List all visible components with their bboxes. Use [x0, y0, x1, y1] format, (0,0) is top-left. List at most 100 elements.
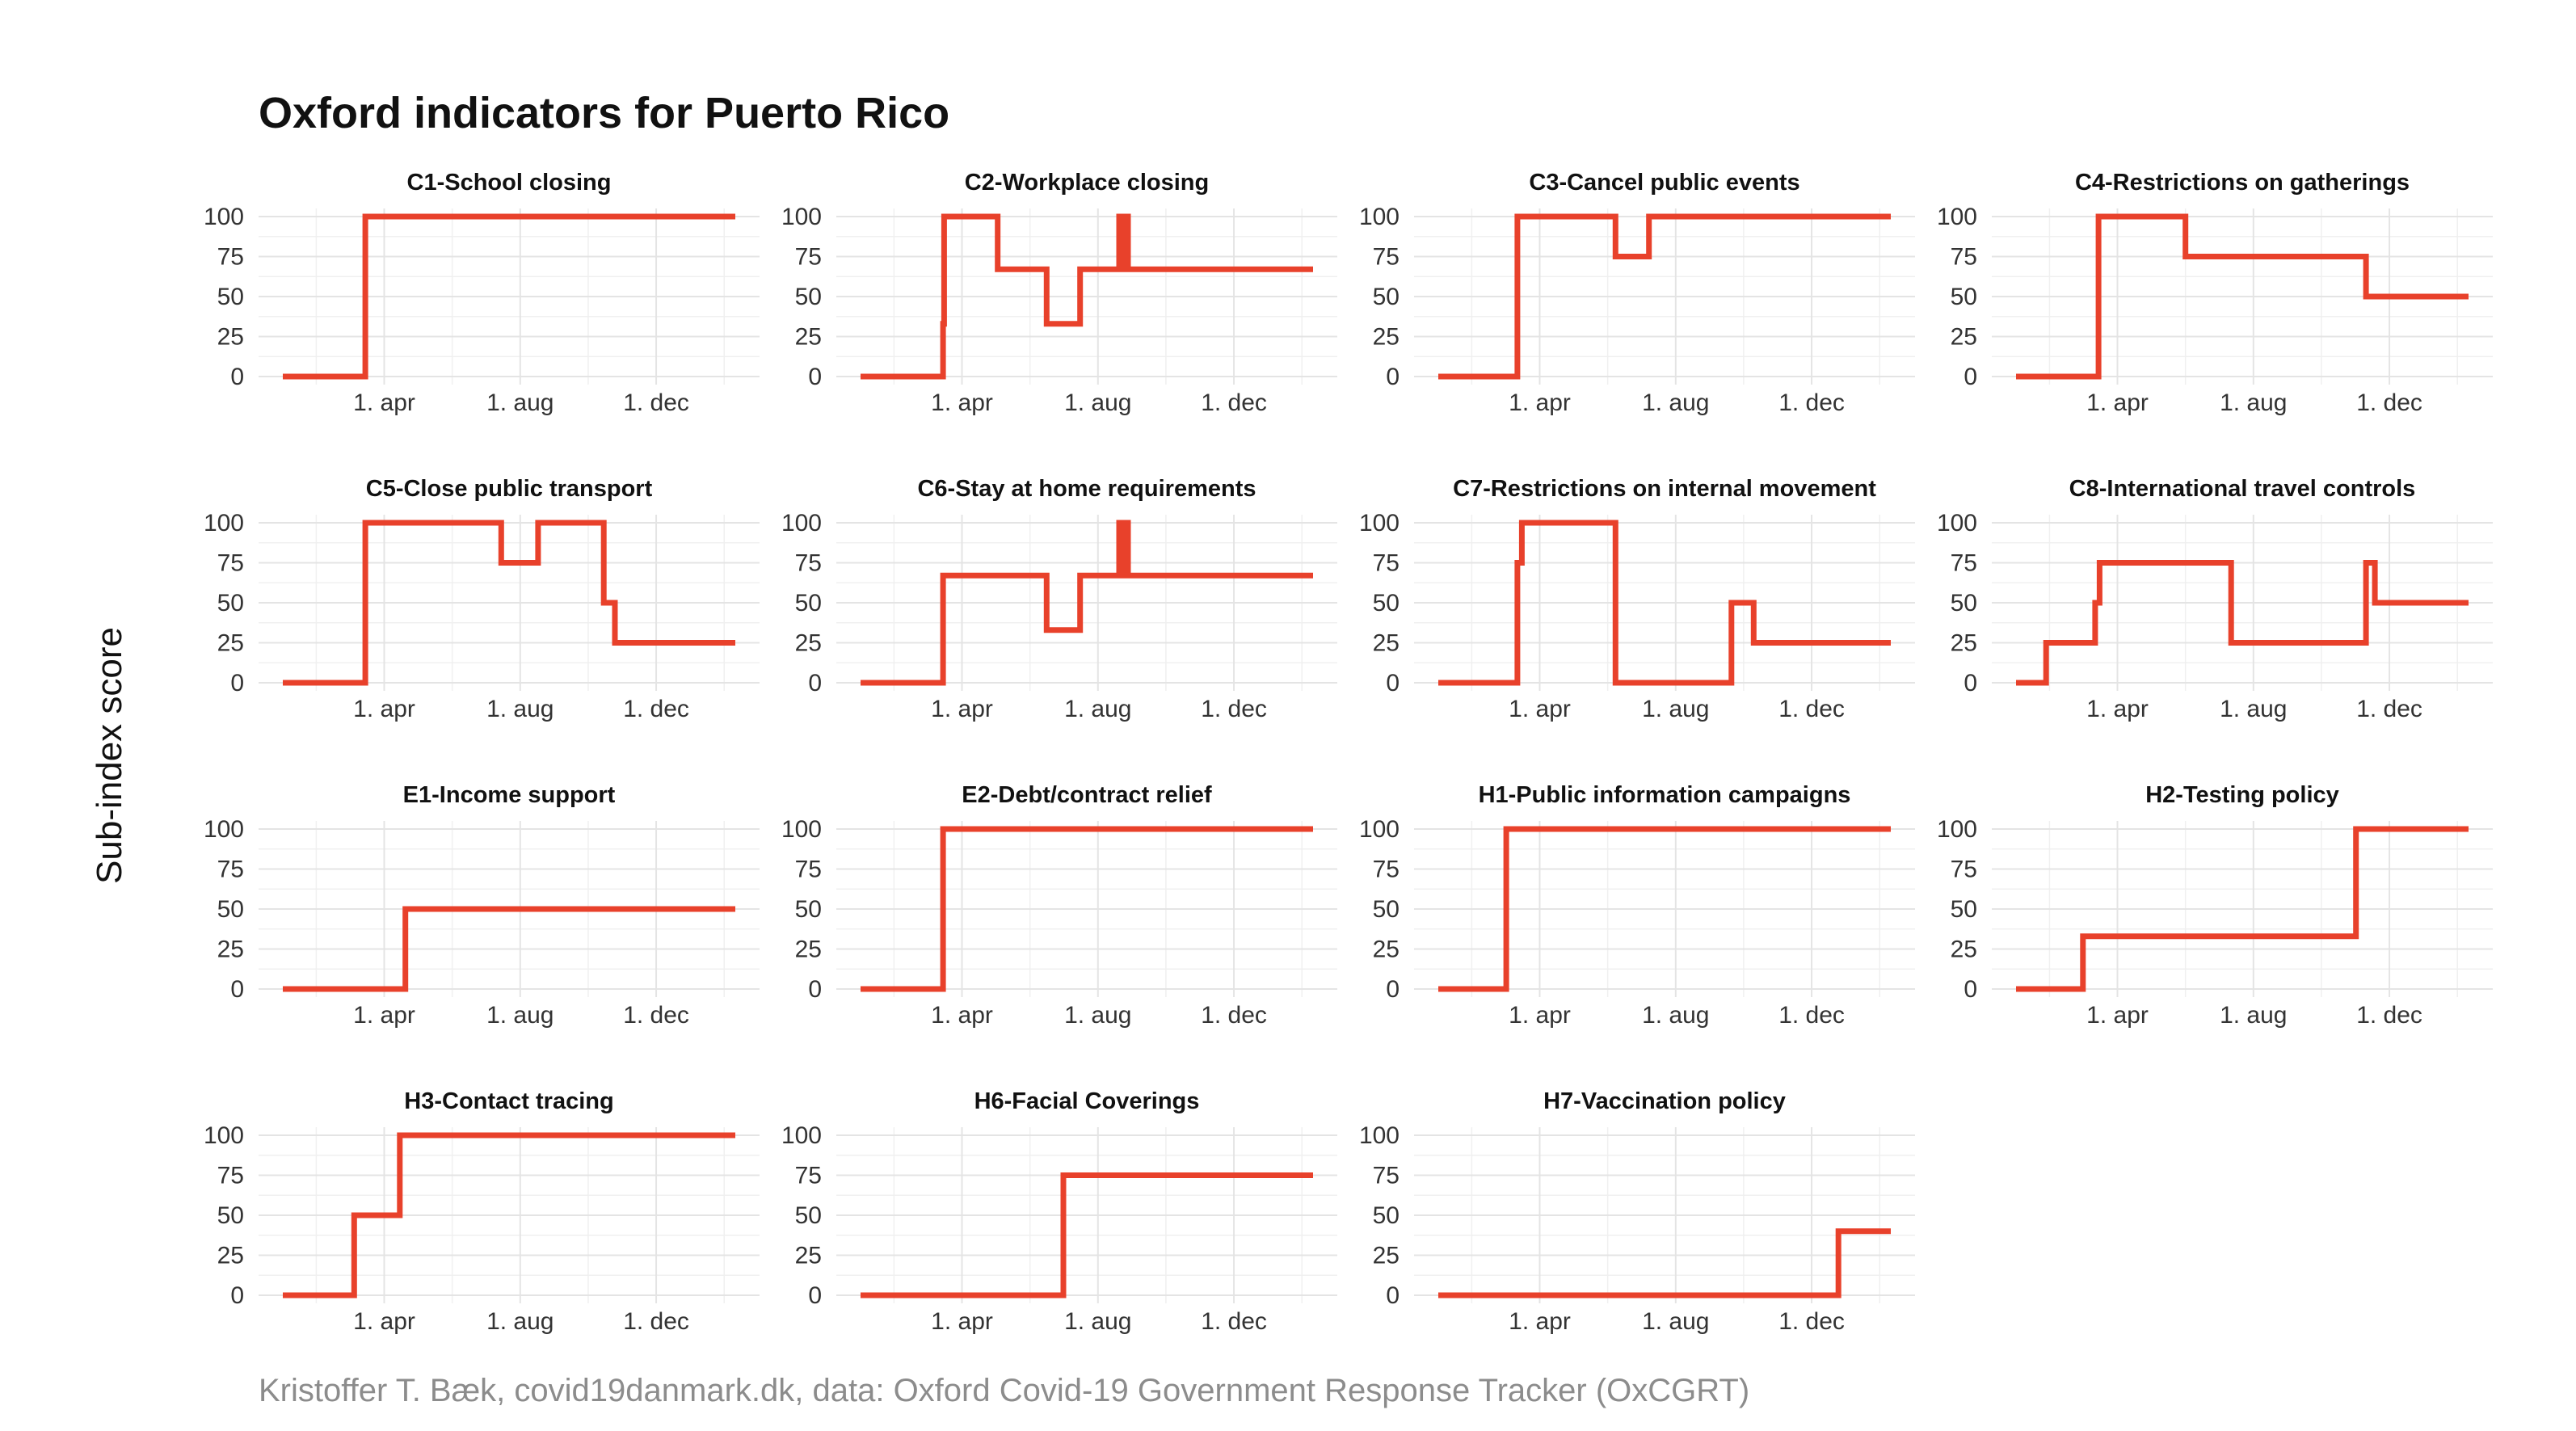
panel-title: E1-Income support [403, 782, 616, 808]
series-line [861, 213, 1313, 380]
x-tick-label: 1. apr [1509, 389, 1571, 416]
series-line [1438, 213, 1891, 380]
y-tick-label: 0 [230, 364, 244, 390]
x-tick-label: 1. dec [623, 696, 689, 722]
panel: C7-Restrictions on internal movement 0 25 5… [1359, 476, 1915, 722]
panel: H6-Facial Coverings 0 25 50 75 100 1. apr 1. au… [781, 1088, 1337, 1335]
panel-title: C5-Close public transport [366, 476, 653, 502]
y-tick-label: 0 [230, 670, 244, 697]
y-tick-label: 25 [217, 324, 244, 351]
y-tick-label: 100 [1937, 510, 1977, 537]
x-tick-label: 1. apr [2086, 696, 2149, 722]
x-tick-label: 1. aug [1642, 389, 1709, 416]
x-tick-label: 1. apr [931, 389, 993, 416]
series-line [861, 1172, 1313, 1298]
series-line [1438, 826, 1891, 992]
panel: C6-Stay at home requirements 0 25 50 75 100 1.… [781, 476, 1337, 722]
y-tick-label: 0 [230, 976, 244, 1003]
panel-title: E2-Debt/contract relief [962, 782, 1212, 808]
y-tick-label: 0 [1964, 670, 1977, 697]
x-tick-label: 1. apr [931, 1308, 993, 1335]
x-tick-label: 1. aug [1064, 1002, 1131, 1029]
panel-title: C8-International travel controls [2069, 476, 2416, 502]
y-tick-label: 25 [217, 936, 244, 963]
y-tick-label: 25 [795, 936, 822, 963]
panel-title: H3-Contact tracing [404, 1088, 613, 1114]
y-tick-label: 25 [1373, 936, 1400, 963]
y-tick-label: 100 [781, 1122, 822, 1149]
y-tick-label: 25 [1951, 630, 1977, 657]
panel-title: C3-Cancel public events [1529, 170, 1799, 196]
x-tick-label: 1. aug [1642, 1002, 1709, 1029]
series-line [283, 1132, 735, 1298]
y-tick-label: 25 [1951, 936, 1977, 963]
panel-title: C6-Stay at home requirements [917, 476, 1256, 502]
y-tick-label: 50 [1951, 590, 1977, 617]
x-tick-label: 1. apr [353, 1002, 415, 1029]
series-line [2016, 560, 2469, 686]
panel-title: H7-Vaccination policy [1543, 1088, 1786, 1114]
y-axis-label: Sub-index score [90, 627, 129, 884]
y-tick-label: 100 [1359, 510, 1400, 537]
y-tick-label: 50 [1373, 590, 1400, 617]
y-tick-label: 0 [1386, 1282, 1400, 1309]
panel: E1-Income support 0 25 50 75 100 1. apr 1. aug 1… [204, 782, 760, 1029]
x-tick-label: 1. dec [2356, 696, 2422, 722]
y-tick-label: 100 [1359, 1122, 1400, 1149]
x-tick-label: 1. apr [2086, 1002, 2149, 1029]
panel-title: C1-School closing [407, 170, 612, 196]
y-tick-label: 50 [795, 284, 822, 310]
y-tick-label: 25 [1373, 324, 1400, 351]
panel: C4-Restrictions on gatherings 0 25 50 75 100 1… [1937, 170, 2493, 416]
panel-title: C7-Restrictions on internal movement [1453, 476, 1876, 502]
x-tick-label: 1. dec [623, 1002, 689, 1029]
series-line [861, 826, 1313, 992]
x-tick-label: 1. dec [1778, 696, 1845, 722]
y-tick-label: 50 [217, 284, 244, 310]
y-tick-label: 75 [1951, 856, 1977, 883]
x-tick-label: 1. aug [1642, 696, 1709, 722]
panel-title: C2-Workplace closing [965, 170, 1209, 196]
y-tick-label: 25 [217, 1243, 244, 1269]
y-tick-label: 100 [1359, 816, 1400, 843]
x-tick-label: 1. aug [486, 1308, 554, 1335]
panel: C5-Close public transport 0 25 50 75 100 1. ap… [204, 476, 760, 722]
y-tick-label: 50 [795, 590, 822, 617]
panel: C3-Cancel public events 0 25 50 75 100 1. apr 1… [1359, 170, 1915, 416]
y-tick-label: 75 [217, 244, 244, 271]
x-tick-label: 1. apr [931, 1002, 993, 1029]
x-tick-label: 1. apr [2086, 389, 2149, 416]
y-tick-label: 50 [217, 590, 244, 617]
series-line [861, 520, 1313, 686]
y-tick-label: 75 [795, 1163, 822, 1189]
x-tick-label: 1. aug [486, 389, 554, 416]
y-tick-label: 25 [1951, 324, 1977, 351]
panel: H3-Contact tracing 0 25 50 75 100 1. apr 1. aug… [204, 1088, 760, 1335]
y-tick-label: 100 [204, 510, 244, 537]
series-line [283, 520, 735, 686]
y-tick-label: 100 [781, 816, 822, 843]
panel-title: C4-Restrictions on gatherings [2075, 170, 2410, 196]
y-tick-label: 0 [808, 976, 822, 1003]
series-line [1438, 520, 1891, 686]
x-tick-label: 1. apr [1509, 1308, 1571, 1335]
y-tick-label: 75 [217, 550, 244, 577]
x-tick-label: 1. dec [2356, 389, 2422, 416]
y-tick-label: 25 [795, 1243, 822, 1269]
series-line [283, 213, 735, 380]
y-tick-label: 0 [808, 670, 822, 697]
y-tick-label: 100 [781, 204, 822, 230]
x-tick-label: 1. dec [2356, 1002, 2422, 1029]
y-tick-label: 50 [1373, 896, 1400, 923]
x-tick-label: 1. aug [1064, 1308, 1131, 1335]
y-tick-label: 100 [204, 816, 244, 843]
x-tick-label: 1. aug [2220, 1002, 2287, 1029]
x-tick-label: 1. dec [1201, 389, 1267, 416]
series-line [283, 906, 735, 992]
x-tick-label: 1. aug [1642, 1308, 1709, 1335]
x-tick-label: 1. apr [353, 389, 415, 416]
y-tick-label: 75 [1373, 244, 1400, 271]
x-tick-label: 1. dec [1201, 1002, 1267, 1029]
y-tick-label: 75 [217, 1163, 244, 1189]
